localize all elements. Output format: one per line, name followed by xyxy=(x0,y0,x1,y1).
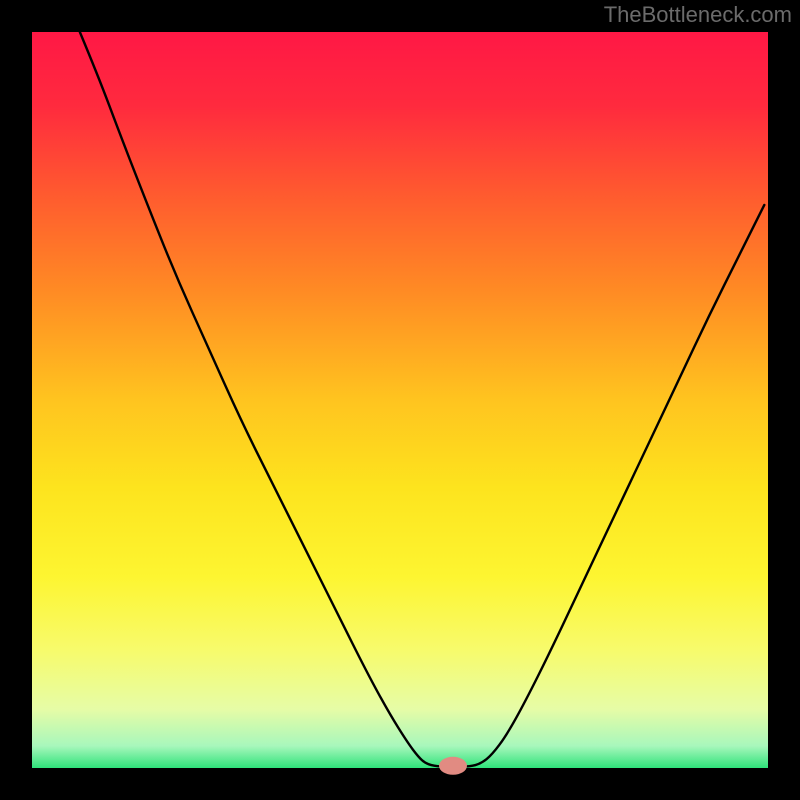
watermark-label: TheBottleneck.com xyxy=(604,2,792,28)
bottleneck-chart xyxy=(0,0,800,800)
optimal-marker xyxy=(439,757,467,775)
plot-background xyxy=(32,32,768,768)
chart-canvas: TheBottleneck.com xyxy=(0,0,800,800)
